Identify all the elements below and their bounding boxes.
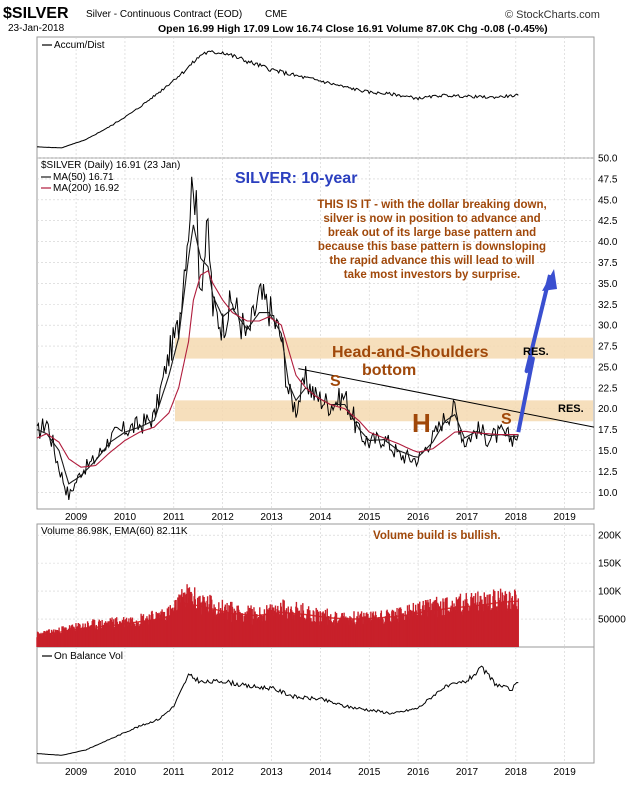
x-tick-label-price: 2012 bbox=[212, 512, 235, 523]
x-tick-label-price: 2011 bbox=[163, 512, 185, 523]
price-tick-label: 27.5 bbox=[598, 342, 618, 353]
x-tick-label-obv: 2011 bbox=[163, 767, 185, 778]
x-tick-label-price: 2013 bbox=[260, 512, 283, 523]
commentary-line-6: take most investors by surprise. bbox=[344, 269, 520, 281]
x-tick-label-price: 2015 bbox=[358, 512, 381, 523]
accum-dist-line bbox=[36, 50, 519, 149]
hs-title: Head-and-Shoulders bbox=[332, 344, 489, 361]
commentary-line-2: silver is now in position to advance and bbox=[323, 213, 540, 225]
commentary-line-3: break out of its large base pattern and bbox=[328, 227, 536, 239]
neckline-trendline bbox=[298, 368, 595, 428]
x-tick-label-obv: 2012 bbox=[212, 767, 235, 778]
accum-legend: Accum/Dist bbox=[42, 40, 105, 51]
obv-legend: On Balance Vol bbox=[42, 651, 123, 662]
obv-panel bbox=[36, 646, 595, 764]
left-shoulder-mark: S bbox=[330, 373, 341, 390]
price-tick-label: 12.5 bbox=[598, 467, 618, 478]
commentary-line-1: THIS IS IT - with the dollar breaking do… bbox=[317, 199, 546, 211]
ma50-legend: MA(50) 16.71 bbox=[53, 172, 114, 183]
right-shoulder-mark: S bbox=[501, 411, 512, 428]
obv-line bbox=[36, 665, 519, 756]
x-tick-label-obv: 2009 bbox=[65, 767, 88, 778]
price-tick-label: 20.0 bbox=[598, 404, 618, 415]
price-tick-label: 17.5 bbox=[598, 425, 618, 436]
volume-tick-label: 200K bbox=[598, 531, 622, 542]
price-tick-label: 47.5 bbox=[598, 174, 618, 185]
x-tick-label-obv: 2016 bbox=[407, 767, 430, 778]
price-tick-label: 45.0 bbox=[598, 195, 618, 206]
x-tick-label-obv: 2015 bbox=[358, 767, 381, 778]
head-mark: H bbox=[412, 408, 431, 438]
volume-tick-label: 100K bbox=[598, 587, 622, 598]
price-tick-label: 40.0 bbox=[598, 237, 618, 248]
price-tick-label: 50.0 bbox=[598, 154, 618, 165]
accum-label: Accum/Dist bbox=[54, 40, 105, 51]
x-tick-label-obv: 2014 bbox=[309, 767, 332, 778]
x-tick-label-price: 2018 bbox=[505, 512, 528, 523]
price-tick-label: 32.5 bbox=[598, 300, 618, 311]
ma50-line bbox=[36, 224, 519, 485]
x-tick-label-obv: 2013 bbox=[260, 767, 283, 778]
resistance-band-1 bbox=[175, 400, 593, 422]
resistance-bands bbox=[175, 337, 593, 422]
commentary-line-4: because this base pattern is downsloping bbox=[318, 241, 546, 253]
exchange-label: CME bbox=[265, 9, 288, 20]
x-tick-label-obv: 2018 bbox=[505, 767, 528, 778]
series-layer bbox=[36, 50, 595, 756]
hs-subtitle: bottom bbox=[362, 362, 416, 379]
price-line bbox=[36, 176, 519, 500]
quote-date: 23-Jan-2018 bbox=[8, 23, 65, 34]
price-tick-label: 35.0 bbox=[598, 279, 618, 290]
brand-logo: © StockCharts.com bbox=[505, 9, 600, 21]
x-tick-label-obv: 2019 bbox=[554, 767, 577, 778]
price-tick-label: 42.5 bbox=[598, 216, 618, 227]
x-tick-label-price: 2016 bbox=[407, 512, 430, 523]
x-tick-label-obv: 2017 bbox=[456, 767, 479, 778]
x-tick-label-price: 2017 bbox=[456, 512, 479, 523]
res-label-upper: RES. bbox=[523, 346, 549, 358]
volume-legend: Volume 86.98K, EMA(60) 82.11K bbox=[41, 526, 188, 537]
x-tick-label-price: 2014 bbox=[309, 512, 332, 523]
price-tick-label: 10.0 bbox=[598, 488, 618, 499]
x-tick-label-price: 2010 bbox=[114, 512, 137, 523]
price-tick-label: 30.0 bbox=[598, 321, 618, 332]
commentary-block: THIS IS IT - with the dollar breaking do… bbox=[317, 199, 546, 281]
x-tick-label-obv: 2010 bbox=[114, 767, 137, 778]
volume-tick-label: 150K bbox=[598, 559, 622, 570]
volume-note: Volume build is bullish. bbox=[373, 530, 501, 542]
price-legend: $SILVER (Daily) 16.91 (23 Jan) MA(50) 16… bbox=[41, 160, 180, 194]
price-tick-label: 25.0 bbox=[598, 362, 618, 373]
x-tick-label-price: 2009 bbox=[65, 512, 88, 523]
ma200-line bbox=[36, 270, 519, 468]
price-legend-main: $SILVER (Daily) 16.91 (23 Jan) bbox=[41, 160, 180, 171]
commentary-line-5: the rapid advance this will lead to will bbox=[329, 255, 534, 267]
ma200-legend: MA(200) 16.92 bbox=[53, 183, 120, 194]
contract-description: Silver - Continuous Contract (EOD) bbox=[86, 9, 243, 20]
quote-line: Open 16.99 High 17.09 Low 16.74 Close 16… bbox=[158, 23, 548, 35]
chart-title: SILVER: 10-year bbox=[235, 170, 357, 187]
price-tick-label: 37.5 bbox=[598, 258, 618, 269]
volume-tick-label: 50000 bbox=[598, 615, 626, 626]
resistance-band-0 bbox=[175, 337, 593, 359]
accum-panel bbox=[36, 36, 595, 159]
volume-bars bbox=[36, 584, 519, 647]
symbol-title: $SILVER bbox=[3, 5, 69, 22]
volume-legend-text: Volume 86.98K, EMA(60) 82.11K bbox=[41, 526, 188, 537]
projection-arrowhead bbox=[542, 269, 558, 291]
x-tick-label-price: 2019 bbox=[554, 512, 577, 523]
res-label-lower: RES. bbox=[558, 403, 584, 415]
obv-label: On Balance Vol bbox=[54, 651, 123, 662]
price-tick-label: 22.5 bbox=[598, 383, 618, 394]
axis-labels: 50.0 47.5 45.0 42.5 40.0 37.5 35.0 32.5 30.0 27.5… bbox=[65, 154, 626, 779]
projection-arrow bbox=[516, 274, 552, 433]
price-tick-label: 15.0 bbox=[598, 446, 618, 457]
